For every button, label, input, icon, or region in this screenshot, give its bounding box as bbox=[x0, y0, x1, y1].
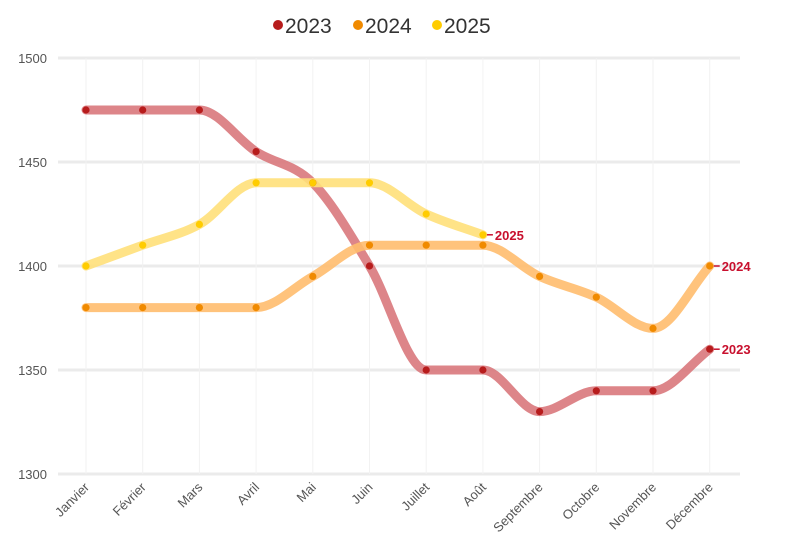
x-tick-label: Novembre bbox=[606, 480, 659, 533]
data-point-2025[interactable] bbox=[365, 179, 374, 187]
x-tick-label: Mars bbox=[174, 479, 205, 510]
data-point-2024[interactable] bbox=[252, 304, 260, 312]
data-point-2023[interactable] bbox=[139, 106, 147, 114]
legend-marker bbox=[273, 20, 283, 30]
data-point-2024[interactable] bbox=[309, 272, 317, 280]
data-point-2024[interactable] bbox=[365, 241, 374, 249]
data-point-2024[interactable] bbox=[479, 241, 487, 249]
data-point-2025[interactable] bbox=[252, 179, 260, 187]
data-point-2024[interactable] bbox=[536, 272, 544, 280]
data-point-2025[interactable] bbox=[422, 210, 430, 218]
x-tick-label: Août bbox=[459, 479, 489, 509]
data-point-2025[interactable] bbox=[479, 231, 487, 239]
x-tick-label: Mai bbox=[293, 479, 318, 504]
y-axis: 1300 1350 1400 1450 1500 bbox=[18, 51, 47, 482]
y-tick-label: 1350 bbox=[18, 363, 47, 378]
y-tick-label: 1500 bbox=[18, 51, 47, 66]
data-point-2024[interactable] bbox=[139, 304, 147, 312]
series-line-2024 bbox=[81, 240, 715, 333]
end-labels: 2023 2024 2025 bbox=[486, 228, 752, 357]
data-point-2023[interactable] bbox=[706, 345, 714, 353]
series-lines bbox=[81, 105, 715, 417]
legend-marker bbox=[353, 20, 363, 30]
x-tick-label: Janvier bbox=[52, 479, 93, 520]
legend-label: 2024 bbox=[365, 15, 412, 38]
data-point-2023[interactable] bbox=[252, 148, 260, 156]
legend-item-2025[interactable]: 2025 bbox=[432, 15, 491, 38]
x-tick-label: Décembre bbox=[663, 480, 716, 533]
series-line-2025 bbox=[81, 178, 488, 271]
data-point-2023[interactable] bbox=[422, 366, 430, 374]
data-point-2024[interactable] bbox=[649, 324, 657, 332]
x-tick-label: Avril bbox=[234, 479, 262, 507]
data-point-2023[interactable] bbox=[536, 408, 544, 416]
end-label-2025: 2025 bbox=[495, 228, 524, 243]
data-point-2025[interactable] bbox=[195, 220, 203, 228]
data-point-2023[interactable] bbox=[82, 106, 90, 114]
legend-label: 2025 bbox=[444, 15, 491, 38]
legend[interactable]: 2023 2024 2025 bbox=[273, 15, 491, 38]
x-tick-label: Février bbox=[110, 479, 150, 519]
data-point-2024[interactable] bbox=[82, 304, 90, 312]
x-tick-label: Septembre bbox=[490, 480, 546, 536]
x-tick-label: Juillet bbox=[398, 479, 432, 513]
grid bbox=[58, 56, 740, 476]
end-label-2023: 2023 bbox=[722, 342, 751, 357]
data-point-2023[interactable] bbox=[649, 387, 657, 395]
data-point-2025[interactable] bbox=[82, 262, 90, 270]
data-point-2024[interactable] bbox=[592, 293, 600, 301]
data-point-2023[interactable] bbox=[195, 106, 203, 114]
x-tick-label: Octobre bbox=[559, 480, 602, 523]
data-point-2025[interactable] bbox=[139, 241, 147, 249]
data-point-2023[interactable] bbox=[365, 262, 374, 270]
y-tick-label: 1400 bbox=[18, 259, 47, 274]
legend-marker bbox=[432, 20, 442, 30]
data-point-2024[interactable] bbox=[422, 241, 430, 249]
x-tick-label: Juin bbox=[348, 480, 375, 507]
end-label-2024: 2024 bbox=[722, 259, 752, 274]
series-points bbox=[82, 106, 714, 416]
legend-label: 2023 bbox=[285, 15, 332, 38]
y-tick-label: 1450 bbox=[18, 155, 47, 170]
data-point-2024[interactable] bbox=[195, 304, 203, 312]
data-point-2024[interactable] bbox=[706, 262, 714, 270]
data-point-2023[interactable] bbox=[479, 366, 487, 374]
legend-item-2024[interactable]: 2024 bbox=[353, 15, 412, 38]
series-line-2023 bbox=[81, 105, 715, 417]
data-point-2025[interactable] bbox=[309, 179, 317, 187]
y-tick-label: 1300 bbox=[18, 467, 47, 482]
x-axis: Janvier Février Mars Avril Mai Juin Juillet Aoû… bbox=[52, 479, 716, 535]
data-point-2023[interactable] bbox=[592, 387, 600, 395]
legend-item-2023[interactable]: 2023 bbox=[273, 15, 332, 38]
